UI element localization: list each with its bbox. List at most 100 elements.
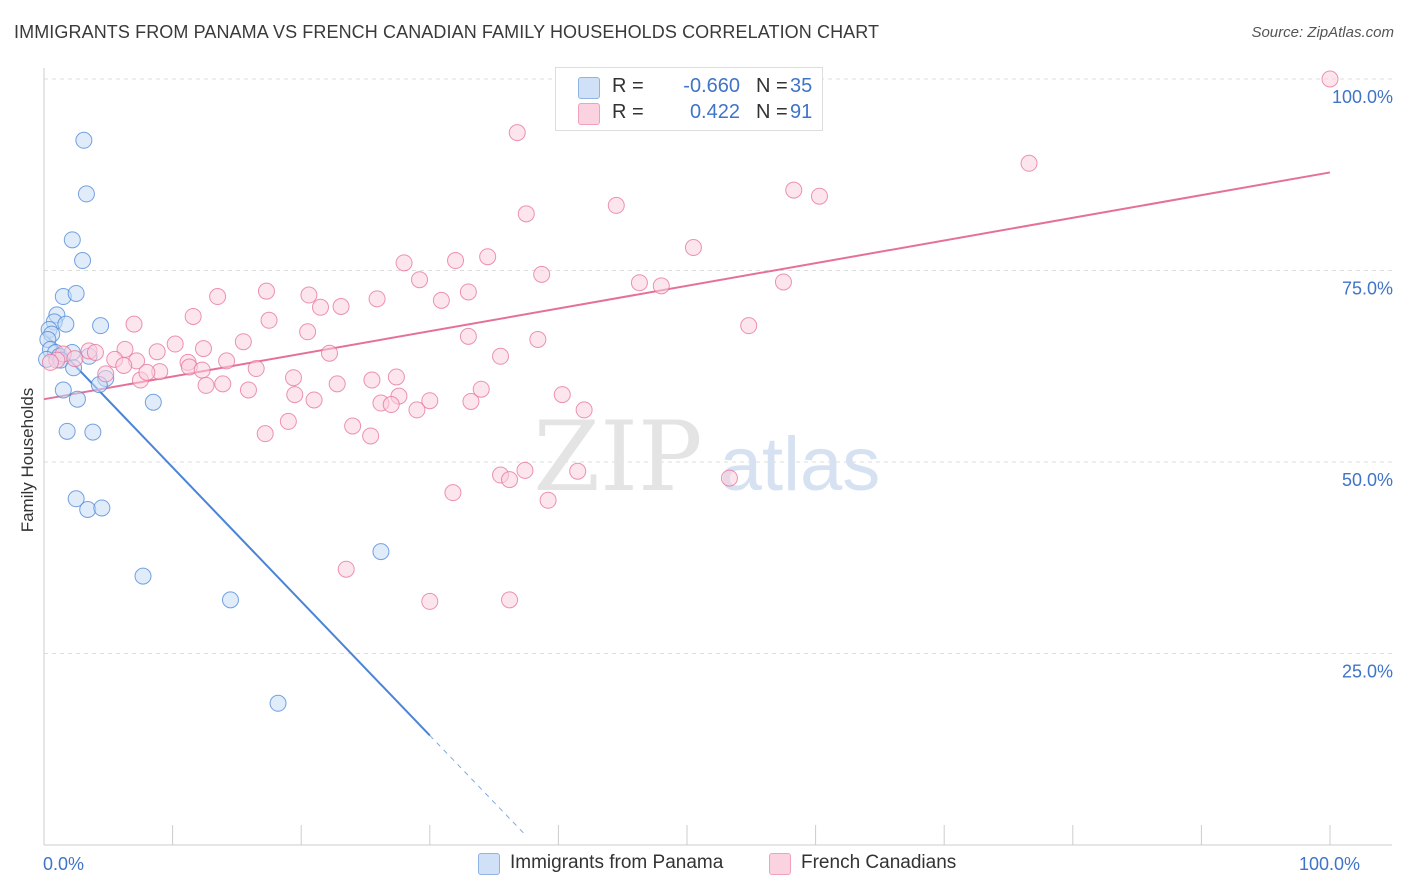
point-french-canadians: [684, 239, 702, 257]
point-french-canadians: [529, 330, 547, 348]
point-panama: [134, 567, 152, 585]
y-tick-label: 25.0%: [1342, 662, 1393, 682]
point-french-canadians: [260, 311, 278, 329]
correlation-legend: R = -0.660 N = 35 R = 0.422 N = 91: [555, 67, 823, 131]
point-panama: [57, 315, 75, 333]
point-french-canadians: [300, 286, 318, 304]
watermark-zip: ZIP: [533, 401, 702, 513]
point-panama: [84, 423, 102, 441]
point-french-canadians: [774, 273, 792, 291]
x-tick-label: 0.0%: [43, 854, 84, 874]
bottom-legend-swatch-panama: [478, 853, 500, 875]
point-french-canadians: [421, 592, 439, 610]
point-french-canadians: [286, 386, 304, 404]
point-french-canadians: [234, 333, 252, 351]
legend-r-label: R =: [612, 75, 644, 97]
source-label: Source: ZipAtlas.com: [1251, 24, 1394, 41]
tick-label-layer: 25.0% 50.0% 75.0% 100.0% 0.0% 100.0%: [43, 87, 1393, 874]
point-french-canadians: [86, 343, 104, 361]
point-french-canadians: [408, 401, 426, 419]
point-french-canadians: [472, 380, 490, 398]
chart-title: IMMIGRANTS FROM PANAMA VS FRENCH CANADIA…: [14, 22, 880, 42]
grid-layer: [44, 78, 1392, 654]
point-french-canadians: [239, 381, 257, 399]
bottom-legend-swatch-french-canadians: [769, 853, 791, 875]
point-french-canadians: [209, 288, 227, 306]
point-french-canadians: [539, 491, 557, 509]
point-panama: [67, 284, 85, 302]
point-french-canadians: [533, 265, 551, 283]
point-french-canadians: [395, 254, 413, 272]
point-french-canadians: [459, 283, 477, 301]
point-french-canadians: [1020, 154, 1038, 172]
point-french-canadians: [115, 356, 133, 374]
point-french-canadians: [125, 315, 143, 333]
point-french-canadians: [194, 340, 212, 358]
point-french-canadians: [516, 461, 534, 479]
point-french-canadians: [197, 376, 215, 394]
point-french-canadians: [508, 124, 526, 142]
point-french-canadians: [256, 425, 274, 443]
point-panama: [63, 231, 81, 249]
point-french-canadians: [41, 353, 59, 371]
axis-layer: [43, 68, 1392, 846]
legend-n-label: N =: [756, 101, 788, 123]
point-panama: [67, 490, 85, 508]
point-panama: [77, 185, 95, 203]
point-french-canadians: [740, 317, 758, 335]
y-tick-label: 75.0%: [1342, 279, 1393, 299]
point-french-canadians: [1321, 70, 1339, 88]
point-french-canadians: [501, 591, 519, 609]
trend-line-french-canadians: [43, 171, 1331, 401]
point-panama: [92, 317, 110, 335]
point-french-canadians: [444, 484, 462, 502]
point-french-canadians: [501, 471, 519, 489]
watermark: ZIP atlas: [533, 401, 880, 513]
point-french-canadians: [218, 352, 236, 370]
point-french-canadians: [311, 298, 329, 316]
point-french-canadians: [305, 391, 323, 409]
point-french-canadians: [284, 369, 302, 387]
point-panama: [79, 500, 97, 518]
point-french-canadians: [332, 298, 350, 316]
point-french-canadians: [720, 469, 738, 487]
point-french-canadians: [630, 274, 648, 292]
legend-n-value: 35: [790, 75, 813, 97]
point-french-canadians: [553, 386, 571, 404]
watermark-atlas: atlas: [720, 422, 881, 507]
point-french-canadians: [363, 371, 381, 389]
point-french-canadians: [279, 412, 297, 430]
point-french-canadians: [462, 392, 480, 410]
point-french-canadians: [320, 344, 338, 362]
point-french-canadians: [421, 392, 439, 410]
point-french-canadians: [344, 417, 362, 435]
point-french-canadians: [66, 350, 84, 368]
point-french-canadians: [337, 560, 355, 578]
x-tick-label: 100.0%: [1299, 854, 1360, 874]
point-panama: [68, 390, 86, 408]
legend-swatch-panama: [578, 77, 600, 99]
point-french-canadians: [138, 363, 156, 381]
legend-r-value: 0.422: [689, 101, 740, 123]
point-french-canadians: [328, 375, 346, 393]
point-french-canadians: [362, 427, 380, 445]
bottom-legend-label-panama: Immigrants from Panama: [510, 852, 724, 873]
bottom-legend-label-french-canadians: French Canadians: [801, 852, 957, 873]
point-french-canadians: [517, 205, 535, 223]
point-french-canadians: [447, 252, 465, 270]
points-layer: [38, 70, 1339, 712]
point-french-canadians: [368, 290, 386, 308]
y-tick-label: 50.0%: [1342, 470, 1393, 490]
point-french-canadians: [810, 187, 828, 205]
point-french-canadians: [299, 323, 317, 341]
point-french-canadians: [411, 271, 429, 289]
point-french-canadians: [148, 343, 166, 361]
point-french-canadians: [575, 401, 593, 419]
point-panama: [58, 422, 76, 440]
point-french-canadians: [459, 327, 477, 345]
trend-line-panama-extension: [429, 735, 527, 837]
legend-n-value: 91: [790, 101, 813, 123]
point-french-canadians: [184, 307, 202, 325]
legend-r-value: -0.660: [683, 75, 740, 97]
point-french-canadians: [785, 181, 803, 199]
